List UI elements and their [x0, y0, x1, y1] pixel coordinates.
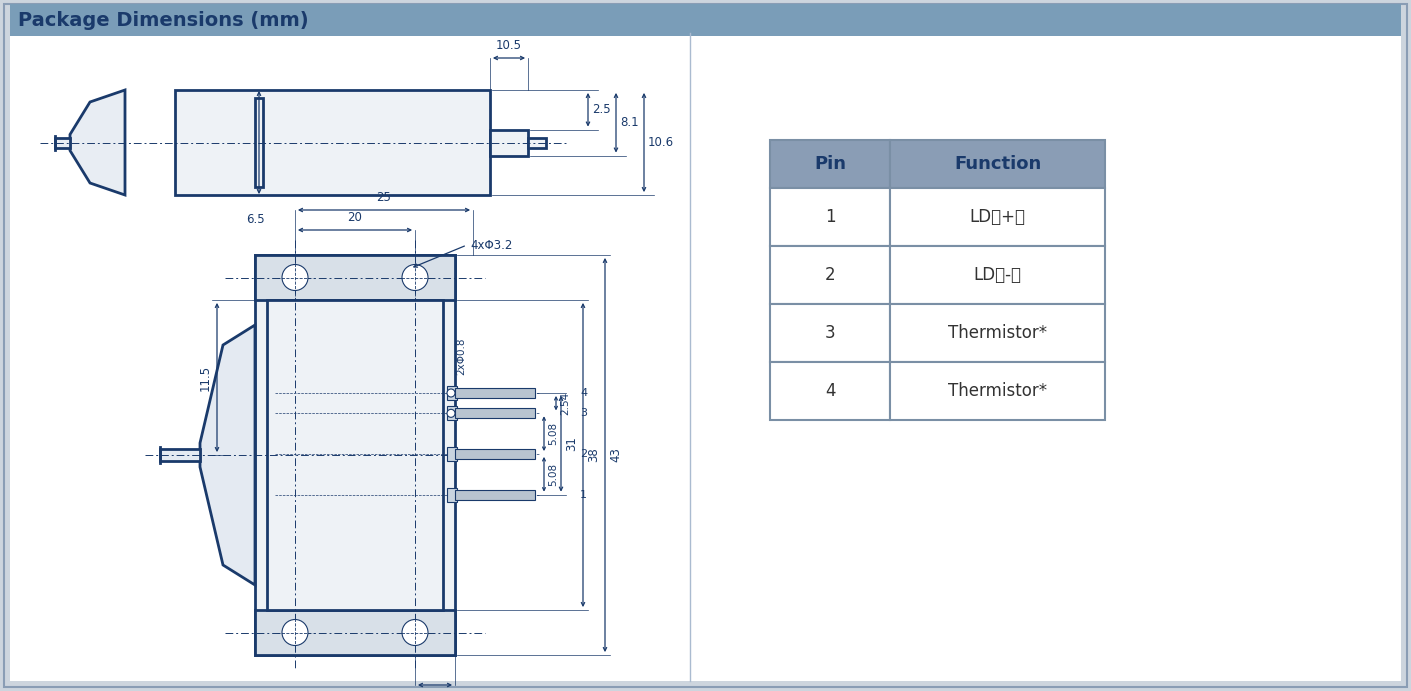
- Text: 2: 2: [824, 266, 835, 284]
- Bar: [255, 610, 454, 655]
- Bar: [770, 246, 890, 304]
- Text: Thermistor*: Thermistor*: [948, 324, 1047, 342]
- Polygon shape: [200, 325, 255, 585]
- Text: 2xΦ0.8: 2xΦ0.8: [456, 337, 466, 375]
- Bar: [447, 386, 457, 400]
- Text: Pin: Pin: [814, 155, 847, 173]
- Bar: [447, 406, 457, 420]
- Circle shape: [402, 620, 428, 645]
- Bar: [447, 488, 457, 502]
- Bar: [890, 188, 1105, 246]
- Text: 2.54: 2.54: [560, 392, 570, 415]
- Circle shape: [282, 620, 308, 645]
- Bar: [255, 255, 454, 655]
- Text: 4: 4: [580, 388, 587, 398]
- Text: Package Dimensions (mm): Package Dimensions (mm): [18, 10, 309, 30]
- Bar: [454, 449, 535, 459]
- Text: 10.6: 10.6: [648, 136, 674, 149]
- Text: 8.1: 8.1: [619, 116, 639, 129]
- Text: 2: 2: [580, 449, 587, 459]
- Circle shape: [447, 389, 454, 397]
- Bar: [447, 447, 457, 461]
- Text: 11.5: 11.5: [199, 364, 212, 390]
- Text: 2xΦ1: 2xΦ1: [425, 690, 435, 691]
- Bar: [770, 140, 890, 188]
- Circle shape: [447, 409, 454, 417]
- Bar: [890, 246, 1105, 304]
- Text: 3: 3: [824, 324, 835, 342]
- Bar: [890, 140, 1105, 188]
- Text: 20: 20: [347, 211, 363, 224]
- Text: 3: 3: [580, 408, 587, 418]
- Text: 6.5: 6.5: [246, 213, 264, 226]
- Bar: [490, 129, 528, 155]
- Text: 2.5: 2.5: [593, 103, 611, 116]
- Text: 4: 4: [825, 382, 835, 400]
- Bar: [255, 98, 262, 187]
- Bar: [55, 138, 71, 147]
- Bar: [770, 188, 890, 246]
- Bar: [255, 255, 454, 300]
- Polygon shape: [71, 90, 126, 195]
- Circle shape: [402, 265, 428, 290]
- Bar: [454, 388, 535, 398]
- Text: Function: Function: [954, 155, 1041, 173]
- Text: 5.08: 5.08: [547, 463, 557, 486]
- Bar: [267, 300, 443, 610]
- Bar: [454, 490, 535, 500]
- Text: 25: 25: [377, 191, 391, 204]
- Bar: [10, 4, 1401, 36]
- Bar: [175, 90, 490, 195]
- Bar: [890, 304, 1105, 362]
- Text: 43: 43: [610, 448, 622, 462]
- Bar: [454, 408, 535, 418]
- Text: LD（+）: LD（+）: [969, 208, 1026, 226]
- Text: 1: 1: [824, 208, 835, 226]
- Bar: [770, 304, 890, 362]
- Text: 38: 38: [587, 448, 600, 462]
- Bar: [528, 138, 546, 147]
- Bar: [159, 449, 200, 461]
- Text: 1: 1: [580, 490, 587, 500]
- Text: 5.08: 5.08: [547, 422, 557, 445]
- Text: 10.5: 10.5: [497, 39, 522, 52]
- Text: 4xΦ3.2: 4xΦ3.2: [470, 238, 512, 252]
- Circle shape: [282, 265, 308, 290]
- Text: Thermistor*: Thermistor*: [948, 382, 1047, 400]
- Text: LD（-）: LD（-）: [974, 266, 1022, 284]
- Bar: [890, 362, 1105, 420]
- Text: 31: 31: [564, 436, 579, 451]
- Bar: [770, 362, 890, 420]
